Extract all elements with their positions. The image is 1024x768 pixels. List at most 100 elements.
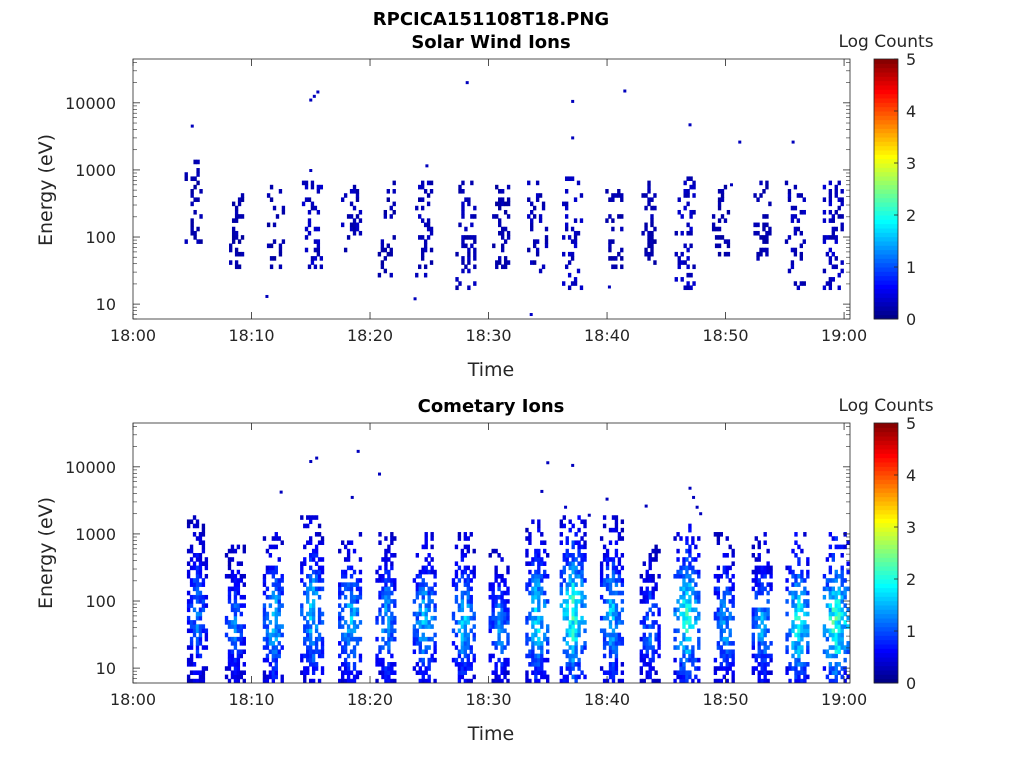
spectrogram-cell xyxy=(265,678,270,683)
spectrogram-cell xyxy=(717,189,722,194)
spectrogram-cell xyxy=(457,532,462,537)
spectrogram-cell xyxy=(355,586,360,592)
spectrogram-point xyxy=(688,486,692,490)
spectrogram-cell xyxy=(559,523,563,529)
spectrogram-cell xyxy=(192,565,197,571)
spectrogram-cell xyxy=(384,603,388,608)
spectrogram-cell xyxy=(421,586,425,592)
cometary-colorbar-label: Log Counts xyxy=(838,396,933,416)
spectrogram-cell xyxy=(531,620,535,625)
spectrogram-cell xyxy=(657,548,661,554)
spectrogram-cell xyxy=(506,599,510,604)
spectrogram-cell xyxy=(534,674,538,680)
spectrogram-cell xyxy=(568,565,572,571)
spectrogram-cell xyxy=(686,272,690,278)
spectrogram-cell xyxy=(466,582,470,587)
spectrogram-cell xyxy=(794,662,798,667)
spectrogram-cell xyxy=(790,214,795,219)
spectrogram-cell xyxy=(358,657,363,663)
spectrogram-cell xyxy=(242,603,246,608)
spectrogram-cell xyxy=(494,624,498,629)
spectrogram-cell xyxy=(688,636,692,642)
spectrogram-cell xyxy=(793,251,798,257)
spectrogram-cell xyxy=(537,565,541,571)
spectrogram-cell xyxy=(540,590,544,596)
spectrogram-cell xyxy=(271,573,276,579)
spectrogram-cell xyxy=(689,243,693,249)
spectrogram-cell xyxy=(494,662,498,667)
spectrogram-cell xyxy=(562,611,566,617)
spectrogram-cell xyxy=(611,632,616,638)
spectrogram-cell xyxy=(433,603,437,608)
spectrogram-cell xyxy=(314,645,319,650)
spectrogram-cell xyxy=(494,645,498,650)
spectrogram-cell xyxy=(430,586,434,592)
spectrogram-cell xyxy=(313,226,318,232)
spectrogram-cell xyxy=(308,641,313,646)
spectrogram-point xyxy=(607,285,611,289)
spectrogram-cell xyxy=(278,243,283,249)
spectrogram-cell xyxy=(620,256,624,261)
spectrogram-cell xyxy=(728,653,732,659)
spectrogram-cell xyxy=(506,632,510,638)
spectrogram-cell xyxy=(682,636,686,642)
spectrogram-cell xyxy=(234,205,239,211)
spectrogram-cell xyxy=(614,523,619,529)
spectrogram-cell xyxy=(682,594,686,600)
spectrogram-cell xyxy=(691,586,695,592)
spectrogram-cell xyxy=(617,573,622,579)
spectrogram-cell xyxy=(759,193,763,198)
spectrogram-cell xyxy=(231,218,236,223)
spectrogram-cell xyxy=(574,628,578,634)
spectrogram-cell xyxy=(831,214,835,219)
spectrogram-cell xyxy=(421,662,425,667)
spectrogram-cell xyxy=(682,590,686,596)
spectrogram-cell xyxy=(262,670,267,676)
spectrogram-cell xyxy=(611,649,616,655)
spectrogram-cell xyxy=(198,553,203,558)
colorbar-segment xyxy=(874,423,898,428)
spectrogram-cell xyxy=(236,674,241,680)
spectrogram-cell xyxy=(806,649,810,655)
spectrogram-cell xyxy=(201,624,206,629)
spectrogram-cell xyxy=(503,607,507,613)
spectrogram-cell xyxy=(274,611,278,617)
spectrogram-cell xyxy=(193,197,197,202)
spectrogram-cell xyxy=(580,565,584,571)
spectrogram-cell xyxy=(689,285,693,291)
spectrogram-cell xyxy=(230,578,235,583)
spectrogram-cell xyxy=(227,590,232,596)
spectrogram-cell xyxy=(688,523,692,529)
spectrogram-cell xyxy=(697,573,701,579)
spectrogram-cell xyxy=(201,527,206,533)
spectrogram-cell xyxy=(559,670,563,676)
spectrogram-cell xyxy=(685,611,689,617)
spectrogram-cell xyxy=(617,569,622,575)
spectrogram-cell xyxy=(528,590,532,596)
spectrogram-cell xyxy=(242,636,246,642)
spectrogram-cell xyxy=(580,536,584,541)
spectrogram-cell xyxy=(602,553,607,558)
spectrogram-cell xyxy=(193,176,197,182)
spectrogram-cell xyxy=(611,599,616,604)
spectrogram-cell xyxy=(843,620,847,625)
spectrogram-cell xyxy=(418,620,422,625)
spectrogram-cell xyxy=(190,226,194,232)
spectrogram-cell xyxy=(236,657,241,663)
spectrogram-cell xyxy=(688,573,692,579)
spectrogram-cell xyxy=(304,235,309,240)
spectrogram-cell xyxy=(308,515,313,520)
spectrogram-cell xyxy=(201,607,206,613)
spectrogram-cell xyxy=(349,582,354,587)
spectrogram-cell xyxy=(799,281,803,286)
spectrogram-cell xyxy=(304,226,309,232)
spectrogram-cell xyxy=(196,172,200,177)
spectrogram-cell xyxy=(716,540,721,546)
spectrogram-cell xyxy=(463,645,468,650)
spectrogram-cell xyxy=(466,565,470,571)
spectrogram-cell xyxy=(565,553,569,558)
spectrogram-cell xyxy=(421,565,425,571)
spectrogram-cell xyxy=(314,662,319,667)
spectrogram-cell xyxy=(657,624,661,629)
spectrogram-cell xyxy=(648,594,652,600)
